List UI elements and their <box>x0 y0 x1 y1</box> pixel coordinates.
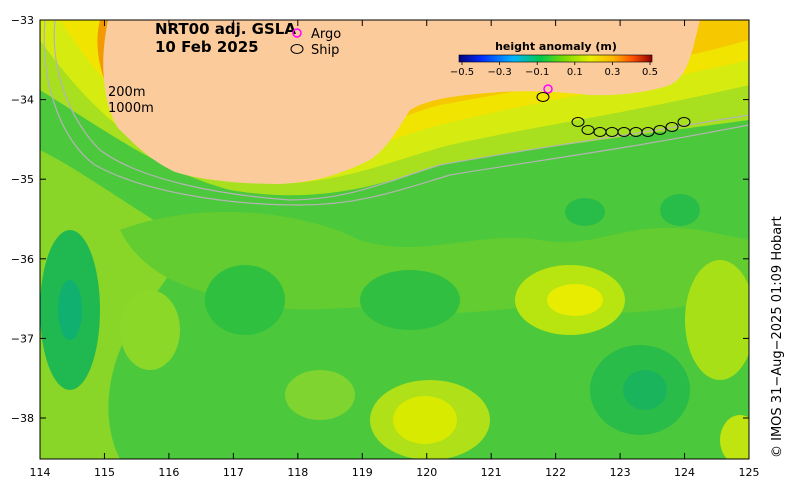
argo-symbol-icon <box>292 28 302 38</box>
title-line-1: NRT00 adj. GSLA <box>155 20 296 38</box>
y-tick-label: −37 <box>11 332 34 345</box>
title-line-2: 10 Feb 2025 <box>155 38 259 56</box>
x-tick-label: 124 <box>674 466 695 479</box>
colorbar-tick-label: −0.3 <box>487 67 511 78</box>
isobath-200-label: 200m <box>108 85 145 100</box>
colorbar-tick-label: −0.1 <box>525 67 549 78</box>
legend: Argo Ship <box>290 27 341 58</box>
anomaly-field <box>40 20 749 459</box>
x-tick-label: 122 <box>545 466 566 479</box>
colorbar: height anomaly (m) −0.5 −0.3 −0.1 0.1 0.3 0.5 <box>450 40 658 78</box>
y-axis: −33 −34 −35 −36 −37 −38 <box>11 14 749 425</box>
ship-symbol-icon <box>290 44 304 54</box>
legend-ship-label: Ship <box>311 43 339 58</box>
x-tick-label: 118 <box>287 466 308 479</box>
x-tick-label: 121 <box>481 466 502 479</box>
legend-argo-label: Argo <box>311 27 341 42</box>
y-tick-label: −33 <box>11 14 34 27</box>
y-tick-label: −36 <box>11 253 34 266</box>
y-tick-label: −35 <box>11 173 34 186</box>
y-tick-label: −38 <box>11 412 34 425</box>
colorbar-ticks: −0.5 −0.3 −0.1 0.1 0.3 0.5 <box>450 62 658 78</box>
x-tick-label: 120 <box>416 466 437 479</box>
isobath-1000-label: 1000m <box>108 101 154 116</box>
ship-track <box>536 92 691 137</box>
colorbar-gradient <box>458 54 653 63</box>
colorbar-tick-label: 0.3 <box>604 67 620 78</box>
x-axis: 114 115 116 117 118 119 120 121 122 123 124 125 <box>30 20 760 479</box>
colorbar-tick-label: −0.5 <box>450 67 474 78</box>
x-tick-label: 117 <box>223 466 244 479</box>
colorbar-tick-label: 0.1 <box>567 67 583 78</box>
x-tick-label: 119 <box>352 466 373 479</box>
x-tick-label: 123 <box>610 466 631 479</box>
colorbar-tick-label: 0.5 <box>642 67 658 78</box>
x-tick-label: 114 <box>30 466 51 479</box>
plot-frame <box>39 19 750 460</box>
colorbar-label: height anomaly (m) <box>495 40 617 53</box>
x-tick-label: 115 <box>94 466 115 479</box>
x-tick-label: 125 <box>739 466 760 479</box>
x-tick-label: 116 <box>158 466 179 479</box>
credit-text: © IMOS 31−Aug−2025 01:09 Hobart <box>770 216 785 458</box>
y-tick-label: −34 <box>11 94 34 107</box>
